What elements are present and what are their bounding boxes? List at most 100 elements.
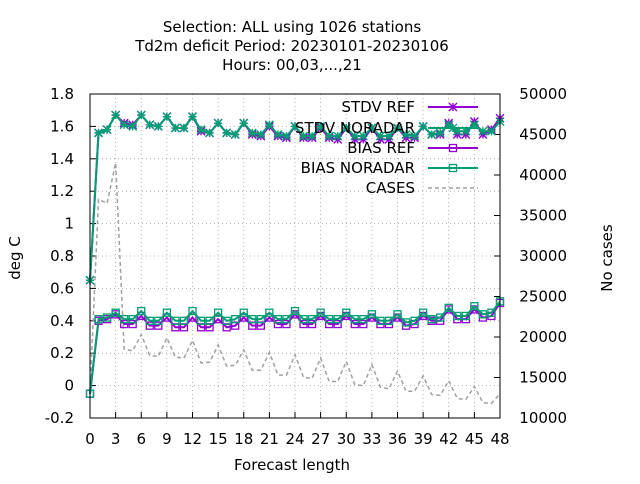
legend: STDV REF STDV NORADAR BIAS REF BIAS NORADAR…	[295, 98, 478, 197]
data-point	[453, 311, 462, 321]
data-point	[230, 130, 240, 139]
data-point	[316, 121, 326, 131]
data-point	[248, 315, 257, 324]
data-point	[205, 128, 215, 138]
y-tick-label: 1.2	[50, 182, 74, 200]
data-point	[128, 121, 138, 131]
plot-frame	[89, 93, 501, 419]
x-axis-label: Forecast length	[234, 456, 350, 474]
data-point	[436, 313, 445, 322]
data-point	[307, 319, 317, 329]
data-point	[290, 306, 300, 316]
data-point	[111, 308, 120, 317]
y2-tick-label: 10000	[519, 409, 567, 427]
title-line-2: Td2m deficit Period: 20230101-20230106	[134, 37, 449, 55]
data-point	[401, 318, 411, 327]
x-tick-label: 6	[136, 430, 146, 448]
series-cases	[89, 162, 501, 405]
data-point	[231, 315, 240, 324]
data-point	[171, 316, 180, 325]
legend-label: BIAS NORADAR	[301, 159, 415, 177]
data-point	[196, 316, 206, 325]
data-point	[435, 128, 445, 138]
data-point	[145, 120, 155, 130]
data-point	[111, 110, 121, 120]
y2-tick-label: 20000	[519, 328, 567, 346]
data-point	[265, 308, 274, 317]
series-line	[89, 113, 501, 281]
data-point	[461, 126, 471, 136]
x-tick-label: 0	[85, 430, 95, 448]
data-point	[324, 131, 334, 141]
data-point	[222, 316, 231, 325]
y2-tick-label: 35000	[519, 207, 567, 225]
legend-marker	[448, 123, 458, 133]
data-point	[290, 121, 300, 131]
y2-tick-label: 45000	[519, 126, 567, 144]
data-point	[299, 315, 308, 324]
data-point	[256, 130, 266, 139]
x-tick-label: 9	[162, 430, 172, 448]
x-tick-label: 18	[234, 430, 253, 448]
legend-marker	[448, 163, 458, 173]
chart-title: Selection: ALL using 1026 stations Td2m …	[134, 18, 449, 74]
data-point	[170, 123, 180, 133]
data-point	[307, 131, 317, 141]
title-line-1: Selection: ALL using 1026 stations	[163, 18, 422, 36]
x-tick-label: 42	[439, 430, 458, 448]
y-tick-label: 0.4	[50, 312, 74, 330]
y-tick-label: 1.8	[50, 85, 74, 103]
data-point	[188, 306, 197, 316]
data-point	[478, 310, 488, 319]
data-point	[239, 313, 248, 322]
x-tick-label: 15	[209, 430, 228, 448]
data-point	[94, 128, 104, 138]
data-point	[367, 310, 377, 319]
series-stdv-noradar	[85, 110, 505, 285]
data-point	[213, 118, 223, 128]
data-point	[341, 123, 351, 133]
legend-marker	[448, 102, 458, 112]
data-point	[162, 112, 172, 122]
data-point	[359, 315, 368, 324]
data-point	[247, 128, 257, 138]
y-tick-label: -0.2	[45, 409, 74, 427]
x-tick-label: 12	[183, 430, 202, 448]
grid-lines	[89, 93, 501, 419]
data-point	[325, 319, 334, 329]
x-tick-label: 33	[362, 430, 381, 448]
data-point	[487, 308, 496, 317]
data-point	[137, 306, 146, 316]
series-line	[89, 302, 501, 394]
y2-tick-label: 50000	[519, 85, 567, 103]
x-tick-label: 30	[337, 430, 356, 448]
y-tick-label: 1.4	[50, 150, 74, 168]
x-tick-label: 3	[111, 430, 121, 448]
data-point	[239, 308, 248, 317]
data-point	[470, 302, 479, 311]
x-tick-label: 39	[414, 430, 433, 448]
data-point	[427, 315, 436, 324]
data-point	[350, 315, 359, 324]
data-point	[333, 319, 342, 329]
data-point	[282, 319, 291, 329]
bottom-axis-ticks: 0 3 6 9 12 15 18 21 24 27 30 33 36 39 42 45 48	[85, 412, 510, 448]
data-point	[94, 315, 103, 324]
data-point	[299, 319, 308, 329]
data-point	[461, 311, 470, 321]
legend-marker	[448, 143, 458, 153]
data-point	[375, 131, 385, 141]
data-point	[393, 310, 402, 319]
legend-label: CASES	[366, 179, 415, 197]
x-tick-label: 45	[465, 430, 484, 448]
data-point	[418, 121, 428, 131]
x-tick-label: 48	[490, 430, 509, 448]
data-point	[205, 316, 214, 325]
data-point	[401, 130, 411, 139]
data-point	[162, 308, 172, 317]
data-point	[486, 126, 496, 136]
data-point	[444, 303, 453, 312]
data-point	[316, 308, 325, 317]
data-point	[153, 121, 163, 131]
